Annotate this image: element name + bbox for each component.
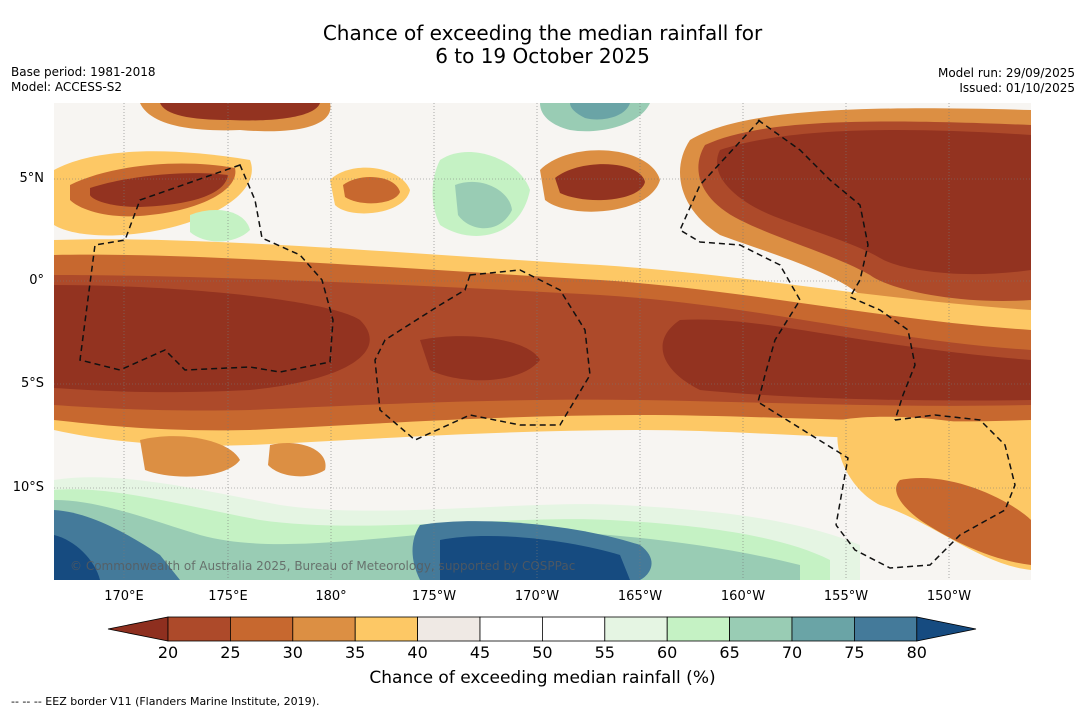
north-green-patch-2 [455,181,512,229]
chart-title: Chance of exceeding the median rainfall … [0,22,1085,68]
equatorial-core-east [662,319,1031,401]
south-wet-deep [440,535,630,580]
eez-border-south [835,414,1016,569]
north-band-west-deep [90,173,228,207]
lon-label-170e: 170°E [104,589,144,604]
south-wet-deep-west [54,535,100,580]
title-line-2: 6 to 19 October 2025 [435,44,650,68]
colorbar-tick-label: 35 [345,643,366,662]
model-text: Model: ACCESS-S2 [11,80,123,94]
north-top-band-core [160,103,320,121]
colorbar-tick-label: 55 [594,643,615,662]
meta-right: Model run: 29/09/2025 Issued: 01/10/2025 [938,66,1075,96]
colorbar-bin [542,616,606,642]
lon-label-155w: 155°W [823,589,869,604]
northeast-dry-deep [716,130,1031,275]
eez-footnote: -- -- -- EEZ border V11 (Flanders Marine… [11,695,320,708]
north-green-west [190,210,250,242]
map-fields: © Commonwealth of Australia 2025, Bureau… [54,103,1031,580]
lon-label-175e: 175°E [208,589,248,604]
lon-label-175w: 175°W [411,589,457,604]
colorbar-extend-high [916,616,977,642]
north-mid-blob-core [343,176,400,204]
model-run-text: Model run: 29/09/2025 [937,66,1075,80]
colorbar-bin [854,616,918,642]
colorbar-tick-label: 45 [469,643,491,662]
colorbar-bin [417,616,481,642]
south-wet-region [54,477,860,580]
south-dry-west-2 [268,442,326,477]
south-dry-west [140,436,240,477]
north-right-blob-core [555,164,645,201]
base-period-text: Base period: 1981-2018 [11,65,156,79]
eez-border-phoenix [374,269,591,441]
lon-label-165w: 165°W [617,589,663,604]
lat-label-5n: 5°N [19,171,45,186]
lat-label-10s: 10°S [12,480,44,495]
colorbar [107,616,977,642]
eez-border-kiribati-gilberts [79,164,334,373]
colorbar-tick-label: 50 [532,643,553,662]
colorbar-bin [354,616,419,642]
north-blue-patch-core [570,103,630,120]
colorbar-tick-label: 25 [220,643,241,662]
colorbar-bin [666,616,731,642]
colorbar-bin [292,616,356,642]
equatorial-core-mid [420,336,540,381]
lat-label-0: 0° [29,273,44,288]
colorbar-tick-label: 60 [657,643,678,662]
equatorial-dry-band [54,239,1031,570]
colorbar-extend-low [107,616,169,642]
lat-label-5s: 5°S [20,376,44,391]
colorbar-bin [229,616,294,642]
colorbar-label: Chance of exceeding median rainfall (%) [369,668,716,688]
eez-border-line-islands [679,119,849,526]
colorbar-bin [167,616,231,642]
colorbar-tick-label: 75 [844,643,865,662]
lon-label-180: 180° [315,589,347,604]
south-dry-secondary-core [896,478,1031,565]
colorbar-tick-label: 30 [282,643,303,662]
colorbar-tick-label: 40 [407,643,428,662]
colorbar-bin [604,616,668,642]
colorbar-tick-label: 20 [157,643,179,662]
colorbar-tick-label: 70 [781,643,803,662]
equatorial-core [54,285,370,393]
lon-label-170w: 170°W [514,589,560,604]
copyright-text: © Commonwealth of Australia 2025, Bureau… [70,559,575,573]
colorbar-bin [479,616,543,642]
colorbar-bin [791,616,855,642]
title-line-1: Chance of exceeding the median rainfall … [322,21,763,45]
lon-label-150w: 150°W [926,589,972,604]
north-dry-bands [54,103,1031,341]
colorbar-tick-label: 80 [906,643,927,662]
lon-label-160w: 160°W [720,589,766,604]
meta-left: Base period: 1981-2018 Model: ACCESS-S2 [11,65,156,95]
colorbar-bin [729,616,793,642]
colorbar-tick-label: 65 [719,643,740,662]
issued-text: Issued: 01/10/2025 [959,81,1075,95]
eez-borders [79,119,1016,569]
grid-lines [54,103,1031,580]
